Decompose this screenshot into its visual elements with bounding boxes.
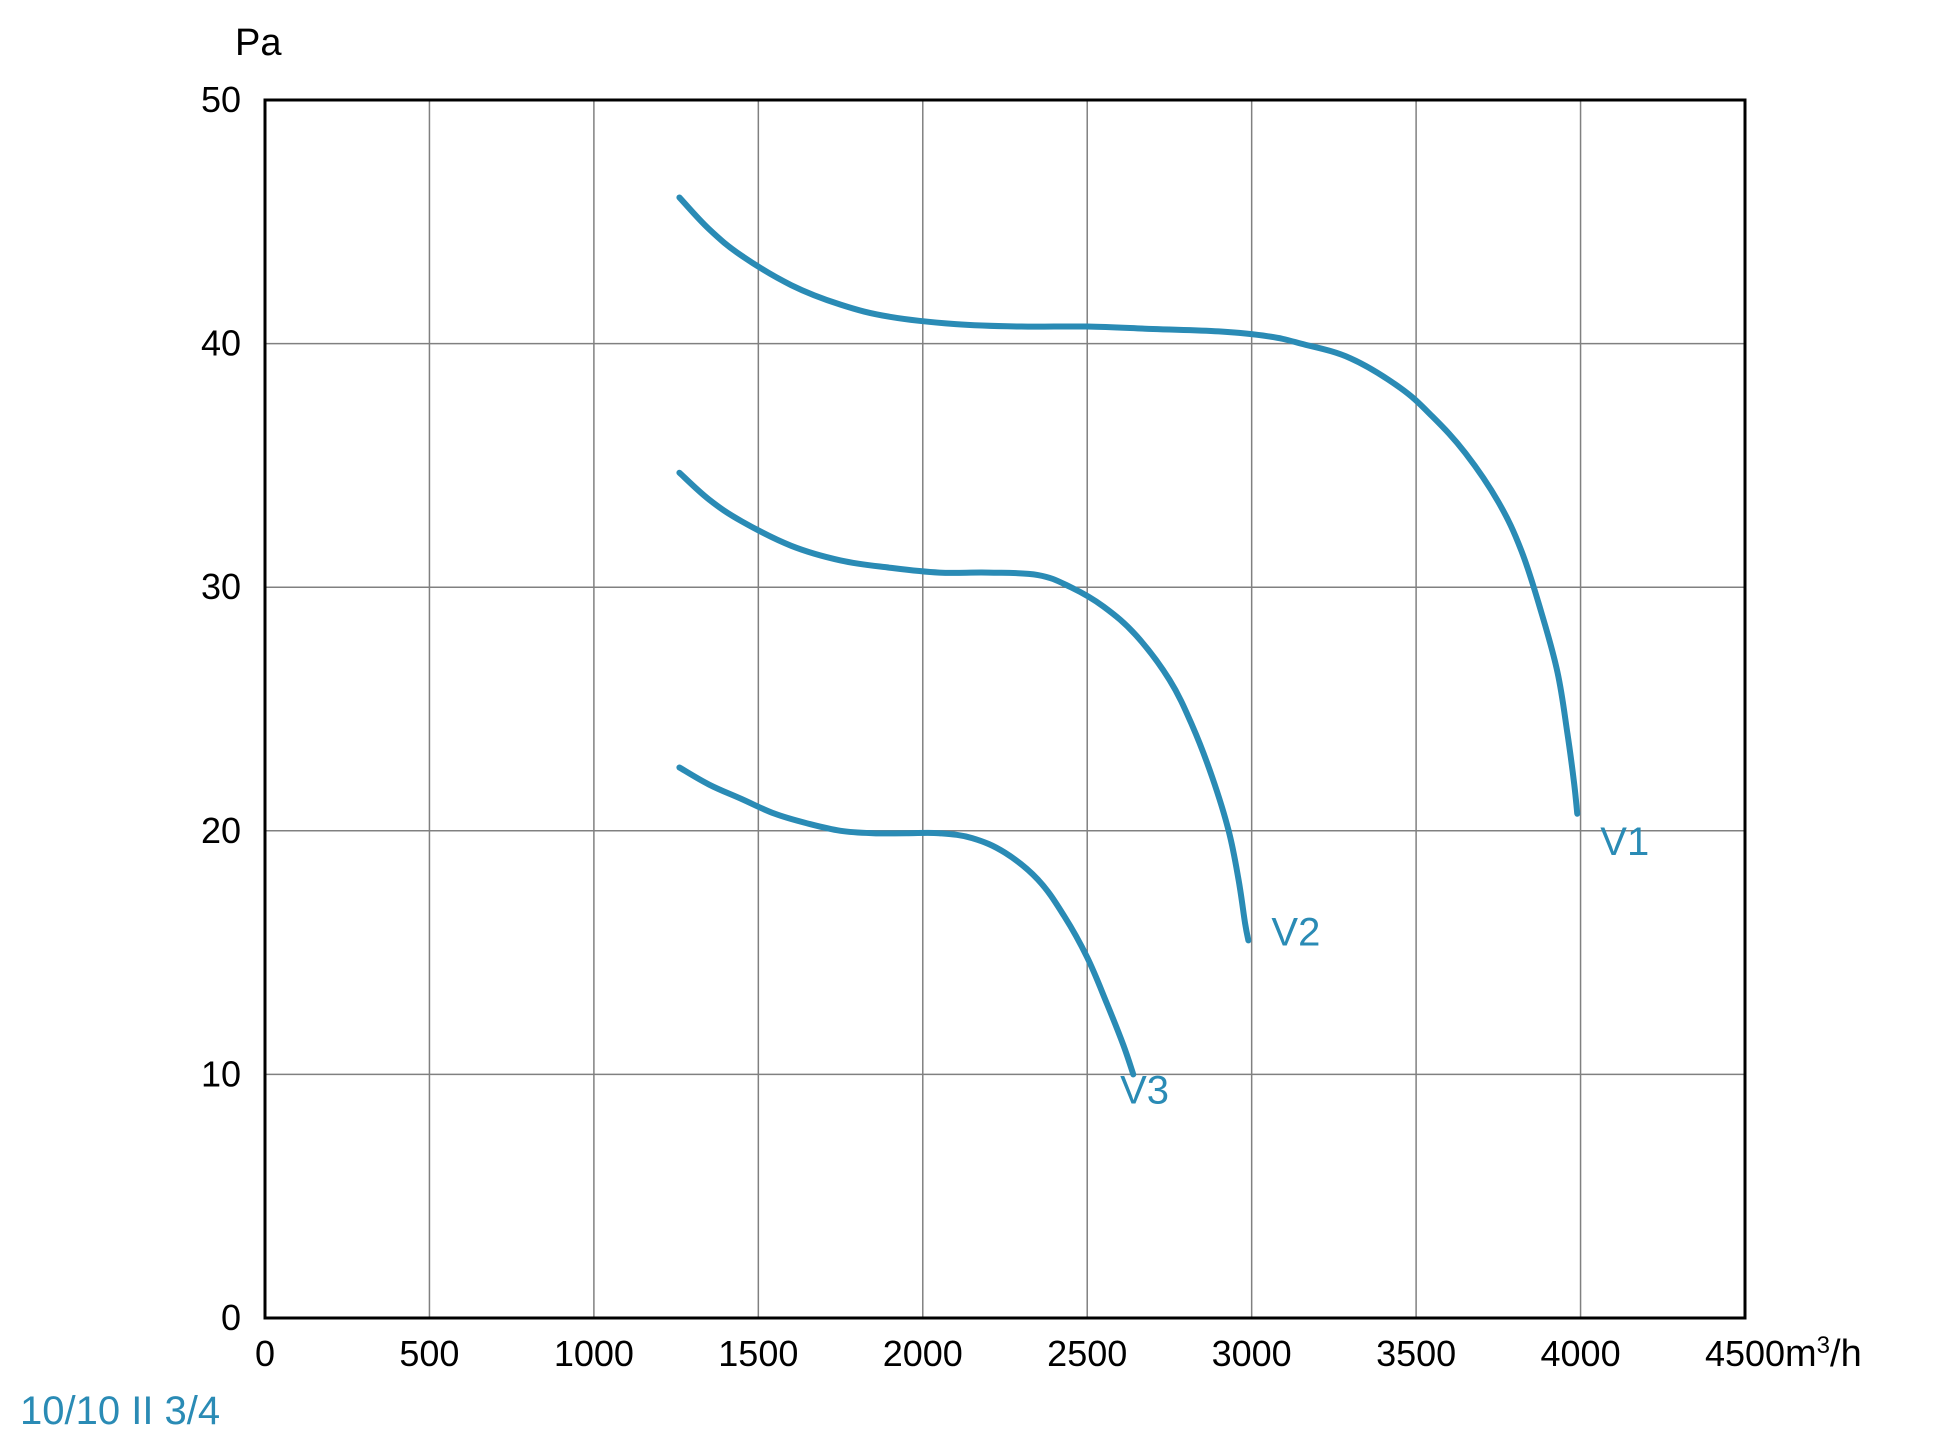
x-tick-label: 3000 [1212,1333,1292,1374]
x-tick-label: 3500 [1376,1333,1456,1374]
curve-label-v2: V2 [1271,910,1320,954]
fan-performance-chart: 0 500 1000 1500 2000 2500 3000 3500 4000 4500 0 10 2… [0,0,1946,1448]
x-tick-label: 4000 [1541,1333,1621,1374]
x-tick-label: 2000 [883,1333,963,1374]
curve-label-v3: V3 [1120,1069,1169,1113]
x-tick-label: 4500 [1705,1333,1785,1374]
x-tick-label: 1500 [718,1333,798,1374]
y-tick-label: 10 [201,1053,241,1094]
y-tick-label: 30 [201,566,241,607]
y-tick-label: 50 [201,79,241,120]
x-tick-label: 1000 [554,1333,634,1374]
curve-label-v1: V1 [1600,820,1649,864]
y-tick-label: 20 [201,810,241,851]
x-tick-label: 500 [399,1333,459,1374]
footer-label: 10/10 II 3/4 [20,1389,220,1433]
x-tick-label: 0 [255,1333,275,1374]
x-tick-label: 2500 [1047,1333,1127,1374]
y-tick-label: 40 [201,323,241,364]
y-tick-label: 0 [221,1297,241,1338]
y-axis-label: Pa [235,22,282,64]
